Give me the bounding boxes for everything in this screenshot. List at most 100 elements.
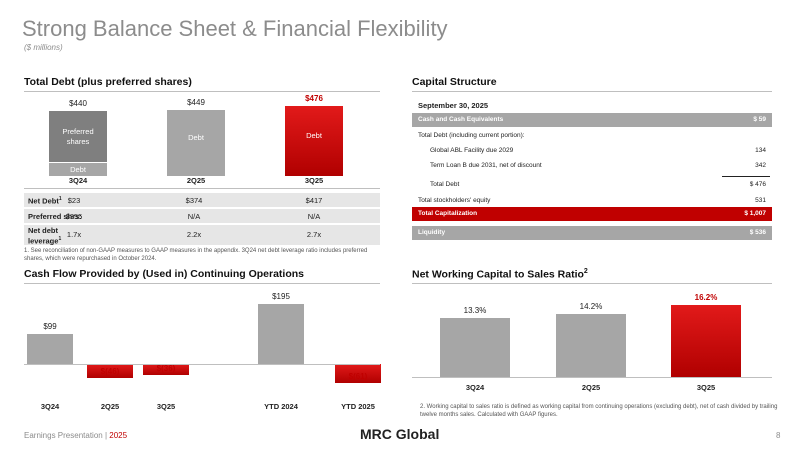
- nwc-title-sup: 2: [583, 268, 588, 275]
- total-debt-title: Total Debt (plus preferred shares): [24, 76, 192, 88]
- total-debt-row-value: 2.7x: [306, 230, 322, 239]
- total-debt-table-row: Preferred shrs: $355 N/A N/A: [24, 209, 380, 223]
- cash-flow-category-label: YTD 2024: [264, 402, 298, 411]
- total-debt-categories: 3Q24 2Q25 3Q25: [24, 176, 380, 190]
- total-debt-row-label-text: Preferred shrs:: [28, 212, 82, 221]
- cash-flow-category-label: 3Q25: [156, 402, 176, 411]
- total-debt-row-label: Net Debt1: [28, 196, 62, 206]
- cash-flow-category-label: 3Q24: [40, 402, 60, 411]
- debt-segment-label: Debt: [70, 164, 86, 174]
- debt-segment-label: Debt: [188, 132, 204, 142]
- nwc-title: Net Working Capital to Sales Ratio2: [412, 268, 588, 281]
- cash-flow-zero-axis: [24, 364, 380, 365]
- cash-flow-value-label: $(36): [156, 364, 176, 374]
- page-subtitle: ($ millions): [24, 43, 63, 52]
- capital-structure-row-label: Total stockholders' equity: [418, 197, 491, 204]
- total-debt-table-row: Net debt leverage1 1.7x 2.2x 2.7x: [24, 225, 380, 245]
- nwc-category-label: 3Q25: [696, 383, 716, 392]
- total-debt-row-value: $374: [185, 196, 203, 205]
- total-debt-row-label: Preferred shrs:: [28, 212, 82, 221]
- total-debt-row-value: N/A: [307, 212, 321, 221]
- cash-flow-category-label: 2Q25: [100, 402, 120, 411]
- capital-structure-total-rule: [722, 176, 770, 177]
- footer-text: Earnings Presentation | 2025: [24, 431, 127, 440]
- total-debt-row-value: N/A: [187, 212, 201, 221]
- total-debt-row-value: $417: [305, 196, 323, 205]
- nwc-category-label: 3Q24: [465, 383, 485, 392]
- total-debt-table-row: Net Debt1 $23 $374 $417: [24, 193, 380, 207]
- total-debt-row-value: 2.2x: [186, 230, 202, 239]
- nwc-bar: [671, 305, 741, 377]
- cash-flow-bar: [87, 364, 133, 379]
- capital-structure-row-label: Liquidity: [418, 229, 446, 236]
- total-debt-row-label-sup: 1: [58, 236, 62, 242]
- debt-bar: Debt: [285, 105, 343, 176]
- cash-flow-divider: [24, 283, 380, 284]
- cash-flow-value-label: $99: [43, 321, 57, 331]
- capital-structure-row-label: Total Debt: [430, 181, 460, 188]
- total-debt-category-label: 2Q25: [186, 176, 206, 185]
- capital-structure-row: Total Debt (including current portion):: [412, 129, 772, 143]
- capital-structure-divider: [412, 91, 772, 92]
- total-debt-row-label: Net debt leverage1: [28, 226, 68, 246]
- total-debt-axis: [24, 188, 380, 189]
- cash-flow-bar: [143, 364, 189, 376]
- debt-bar: Debt: [49, 163, 107, 176]
- cash-flow-value-label: $(46): [100, 367, 120, 377]
- total-debt-value-label: $476: [305, 93, 323, 103]
- page-title: Strong Balance Sheet & Financial Flexibi…: [22, 16, 448, 41]
- footer-label: Earnings Presentation |: [24, 431, 110, 440]
- capital-structure-row-value: $ 1,007: [744, 210, 766, 217]
- total-debt-chart: Debt Preferred shares $440 Debt $449 Debt $476: [24, 92, 380, 182]
- nwc-value-label: 16.2%: [694, 293, 718, 302]
- mrc-global-logo-text: MRC Global: [360, 426, 439, 442]
- nwc-value-label: 13.3%: [463, 305, 487, 315]
- capital-structure-row-value: 531: [755, 197, 766, 204]
- footer-year: 2025: [109, 431, 128, 440]
- cash-flow-value-label: $195: [272, 292, 290, 301]
- capital-structure-row: Cash and Cash Equivalents $ 59: [412, 113, 772, 127]
- cash-flow-title: Cash Flow Provided by (Used in) Continui…: [24, 268, 305, 280]
- capital-structure-row-value: 342: [755, 162, 766, 169]
- total-debt-row-value: 1.7x: [66, 230, 82, 239]
- capital-structure-row-label: Total Capitalization: [418, 210, 478, 217]
- nwc-bar: [440, 317, 510, 377]
- capital-structure-row: Total Capitalization $ 1,007: [412, 207, 772, 221]
- total-debt-value-label: $449: [187, 97, 205, 107]
- capital-structure-row: Liquidity $ 536: [412, 226, 772, 240]
- nwc-axis: [412, 377, 772, 378]
- footnote-2: 2. Working capital to sales ratio is def…: [420, 404, 778, 418]
- cash-flow-value-label: $(61): [348, 371, 368, 381]
- total-debt-row-label-text: Net Debt: [28, 196, 59, 206]
- capital-structure-row-value: 134: [755, 147, 766, 154]
- footnote-1: 1. See reconciliation of non-GAAP measur…: [24, 248, 368, 262]
- total-debt-category-label: 3Q24: [68, 176, 88, 185]
- page-number: 8: [776, 431, 781, 440]
- cash-flow-bar: [258, 304, 304, 364]
- preferred-shares-bar: Preferred shares: [49, 110, 107, 164]
- capital-structure-row-label: Total Debt (including current portion):: [418, 132, 525, 139]
- capital-structure-row: Global ABL Facility due 2029 134: [412, 144, 772, 158]
- cash-flow-category-label: YTD 2025: [341, 402, 375, 411]
- nwc-value-label: 14.2%: [579, 301, 603, 311]
- capital-structure-row-label: Cash and Cash Equivalents: [418, 116, 504, 123]
- total-debt-divider: [24, 91, 380, 92]
- nwc-title-text: Net Working Capital to Sales Ratio: [412, 268, 584, 281]
- total-debt-category-label: 3Q25: [304, 176, 324, 185]
- nwc-divider: [412, 283, 772, 284]
- capital-structure-title: Capital Structure: [412, 76, 497, 88]
- capital-structure-row: Total Debt $ 476: [412, 178, 772, 192]
- capital-structure-row-value: $ 536: [749, 229, 766, 236]
- nwc-category-label: 2Q25: [581, 383, 601, 392]
- total-debt-row-value: $355: [65, 212, 83, 221]
- mrc-global-logo: MRC Global: [360, 426, 439, 442]
- capital-structure-row: Term Loan B due 2031, net of discount 342: [412, 159, 772, 173]
- debt-bar: Debt: [167, 109, 225, 176]
- preferred-shares-label: Preferred shares: [62, 127, 94, 147]
- debt-segment-label: Debt: [306, 130, 322, 140]
- capital-structure-row-label: Term Loan B due 2031, net of discount: [430, 162, 542, 169]
- cash-flow-bar: [335, 364, 381, 383]
- total-debt-row-value: $23: [67, 196, 81, 205]
- capital-structure-date: September 30, 2025: [418, 101, 489, 110]
- capital-structure-row-value: $ 476: [749, 181, 766, 188]
